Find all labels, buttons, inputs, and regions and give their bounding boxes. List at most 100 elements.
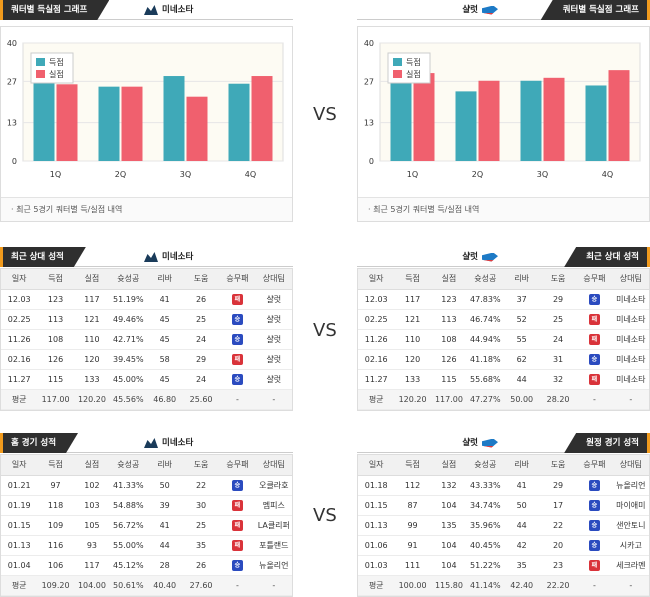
table-cell: 02.16 [358,349,395,370]
table-cell: 44 [503,369,540,390]
table-cell: LA클리퍼 [255,515,292,536]
table-cell: 126 [37,349,74,370]
column-header: 도움 [539,269,577,290]
bar-lost [543,77,565,161]
column-header: 실점 [430,269,468,290]
table-row: 12.03 123 117 51.19% 41 26 패 샬럿 [1,289,292,310]
column-header: 상대팀 [612,269,649,290]
result-cell: 승 [576,289,613,310]
right-recent-header: 샬럿 최근 상대 성적 [357,247,650,267]
right-away-tag: 원정 경기 성적 [564,433,650,453]
right-away-table: 일자 득점 실점 슛성공 리바 도움 승무패 상대팀 01.18 112 132 43.33% 41 29… [358,455,649,596]
bar-lost [478,80,500,161]
table-cell: 시카고 [612,535,649,556]
table-cell: 미네소타 [612,329,649,350]
legend-label: 득점 [406,57,421,67]
table-cell: 91 [394,535,431,556]
charlotte-logo-icon [482,5,498,15]
table-cell: 51.22% [467,555,504,576]
table-cell: 01.15 [358,495,395,516]
bar-lost [186,96,208,161]
table-cell: 41 [146,515,183,536]
table-cell: 29 [539,475,577,496]
bar-lost [121,86,143,161]
table-cell: 샬럿 [255,349,292,370]
result-cell: 승 [576,475,613,496]
table-cell: 117 [394,289,431,310]
table-row: 12.03 117 123 47.83% 37 29 승 미네소타 [358,289,649,310]
column-header: 승무패 [576,455,613,476]
legend-label: 득점 [49,57,64,67]
y-tick-label: 0 [12,157,17,166]
table-cell: 99 [394,515,431,536]
win-badge: 승 [588,519,600,531]
table-row: 01.19 118 103 54.88% 39 30 패 멤피스 [1,495,292,516]
column-header: 상대팀 [255,269,292,290]
table-row: 02.16 126 120 39.45% 58 29 패 샬럿 [1,349,292,370]
column-header: 득점 [37,269,74,290]
column-header: 득점 [394,455,431,476]
column-header: 승무패 [219,455,256,476]
y-tick-label: 13 [7,119,17,128]
table-cell: 56.72% [110,515,147,536]
table-cell: 35 [503,555,540,576]
x-tick-label: 3Q [180,170,191,179]
left-recent-table-wrap: 일자 득점 실점 슛성공 리바 도움 승무패 상대팀 12.03 123 117 51.19% 41 26… [0,268,293,411]
table-cell: 멤피스 [255,495,292,516]
column-header: 득점 [37,455,74,476]
table-cell: 44 [146,535,183,556]
table-cell: 47.83% [467,289,504,310]
right-away-team-label: 샬럿 [462,438,478,448]
table-cell: 26 [182,555,220,576]
table-cell: 23 [539,555,577,576]
table-cell: - [219,575,256,596]
table-row: 11.26 108 110 42.71% 45 24 승 샬럿 [1,329,292,350]
table-cell: 55 [503,329,540,350]
win-badge: 승 [588,479,600,491]
x-tick-label: 1Q [407,170,418,179]
right-chart-caption: · 최근 5경기 쿼터별 득/실점 내역 [358,197,649,221]
win-badge: 승 [231,333,243,345]
table-row: 11.26 110 108 44.94% 55 24 패 미네소타 [358,329,649,350]
table-row: 01.03 111 104 51.22% 35 23 패 세크라멘 [358,555,649,576]
table-cell: 45.56% [110,389,147,410]
legend-swatch [393,58,402,66]
result-cell: 승 [219,475,256,496]
table-cell: 뉴올리언 [255,555,292,576]
minnesota-logo-icon [144,5,158,15]
legend-label: 실점 [406,69,421,79]
table-cell: 104 [430,555,468,576]
table-cell: 01.15 [1,515,38,536]
column-header: 실점 [430,455,468,476]
table-cell: 26 [182,289,220,310]
table-cell: 47.27% [467,389,504,410]
table-cell: 22.20 [539,575,577,596]
left-home-panel: 홈 경기 성적 미네소타 [0,433,293,453]
vs-label-1: VS [313,104,337,125]
column-header: 일자 [1,269,38,290]
win-badge: 승 [231,559,243,571]
column-header: 실점 [73,269,111,290]
result-cell: 패 [576,329,613,350]
table-cell: 106 [37,555,74,576]
table-cell: 120.20 [394,389,431,410]
result-cell: 패 [576,555,613,576]
column-header: 상대팀 [255,455,292,476]
table-cell: 20 [539,535,577,556]
bar-score [228,83,250,161]
table-cell: 112 [394,475,431,496]
legend-swatch [36,70,45,78]
right-away-panel: 샬럿 원정 경기 성적 [357,433,650,453]
table-cell: 마이애미 [612,495,649,516]
right-recent-table-wrap: 일자 득점 실점 슛성공 리바 도움 승무패 상대팀 12.03 117 123 47.83% 37 29… [357,268,650,411]
left-home-header: 홈 경기 성적 미네소타 [0,433,293,453]
column-header: 도움 [182,269,220,290]
table-row: 02.25 113 121 49.46% 45 25 승 샬럿 [1,309,292,330]
table-cell: 24 [182,369,220,390]
table-cell: 01.21 [1,475,38,496]
win-badge: 승 [231,373,243,385]
table-cell: 123 [37,289,74,310]
right-away-table-wrap: 일자 득점 실점 슛성공 리바 도움 승무패 상대팀 01.18 112 132 43.33% 41 29… [357,454,650,597]
